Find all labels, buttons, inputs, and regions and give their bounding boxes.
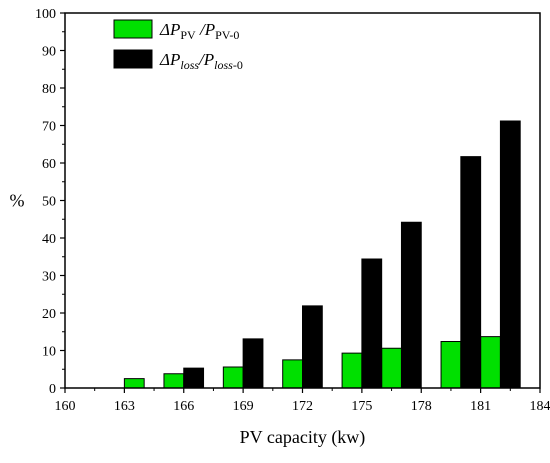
x-tick-label: 172 [292,399,313,414]
y-tick-label: 40 [42,232,56,247]
bar-series-0-1 [164,374,184,388]
bar-series-0-5 [382,348,402,388]
legend-entry-loss-tail: -0 [233,58,243,72]
bar-series-0-3 [283,360,303,388]
y-axis-title: % [10,191,25,211]
legend-entry-pv-main: ΔP [159,20,180,39]
bar-series-1-3 [362,259,382,388]
legend-entry-loss-sub2: loss [214,58,233,72]
bar-series-0-4 [342,353,362,388]
bar-series-1-0 [184,368,204,388]
y-tick-label: 50 [42,195,56,210]
x-tick-label: 175 [351,399,372,414]
y-tick-label: 80 [42,82,56,97]
bar-series-0-7 [481,337,501,388]
x-axis-title: PV capacity (kw) [240,427,366,448]
x-tick-label: 166 [173,399,194,414]
legend-entry-pv-sub: PV [180,28,196,42]
y-tick-label: 60 [42,157,56,172]
y-tick-label: 10 [42,345,56,360]
y-tick-label: 100 [35,7,56,22]
x-tick-label: 184 [530,399,550,414]
legend-entry-pv-mid: /P [196,20,215,39]
bar-series-1-1 [243,339,263,388]
y-tick-label: 90 [42,45,56,60]
legend-entry-loss-main: ΔP [159,50,180,69]
bar-series-1-6 [500,121,520,388]
x-tick-label: 163 [114,399,135,414]
y-tick-label: 30 [42,270,56,285]
x-tick-label: 178 [411,399,432,414]
x-tick-label: 181 [470,399,491,414]
x-tick-label: 160 [55,399,76,414]
legend: ΔPPV /PPV-0 ΔPloss/Ploss-0 [114,20,243,72]
legend-swatch-green [114,20,152,38]
legend-swatch-black [114,50,152,68]
y-tick-label: 0 [49,382,56,397]
bar-series-0-2 [223,367,243,388]
bar-series-1-5 [461,157,481,388]
bar-series-0-0 [124,379,144,388]
legend-entry-pv: ΔPPV /PPV-0 [159,20,239,42]
bar-series-0-6 [441,342,461,389]
legend-entry-loss-sub: loss [180,58,199,72]
bars-group [124,121,520,388]
bar-series-1-2 [303,306,323,388]
legend-entry-pv-sub2: PV-0 [215,28,239,42]
legend-entry-loss-mid: /P [198,50,214,69]
x-tick-label: 169 [233,399,254,414]
bar-series-1-4 [401,222,421,388]
legend-entry-loss: ΔPloss/Ploss-0 [159,50,243,72]
y-tick-label: 20 [42,307,56,322]
y-tick-label: 70 [42,120,56,135]
